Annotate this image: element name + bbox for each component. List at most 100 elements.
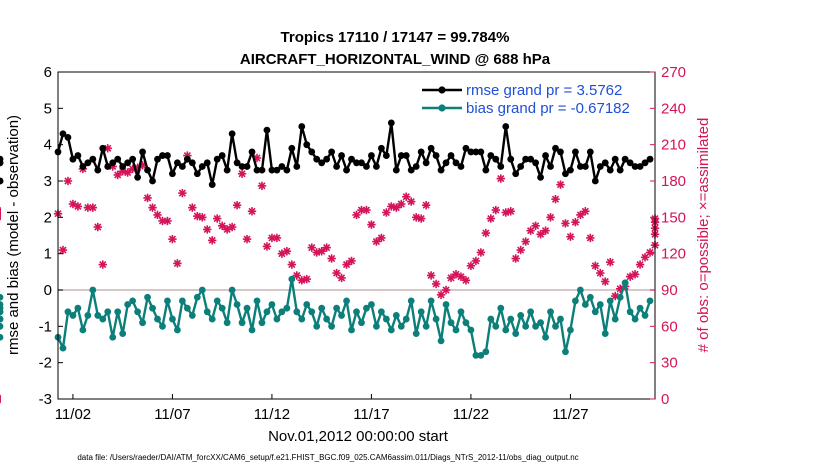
obs-count-point: [421, 201, 431, 210]
rmse-point: [273, 166, 281, 174]
bias-point: [437, 337, 445, 345]
obs-count-stroke: [387, 202, 395, 211]
bias-point: [631, 315, 639, 323]
bias-point: [616, 293, 624, 301]
obs-count-stroke: [566, 233, 575, 241]
obs-count-point: [506, 207, 515, 216]
obs-count-point: [471, 256, 481, 266]
obs-count-point: [591, 261, 600, 270]
obs-count-stroke: [517, 246, 525, 254]
obs-count-stroke: [512, 254, 520, 263]
obs-count-point: [516, 245, 525, 255]
bias-point: [94, 312, 102, 319]
obs-count-stroke: [372, 237, 380, 246]
bias-point: [253, 297, 261, 305]
bias-point: [79, 326, 87, 334]
bias-point: [611, 315, 619, 323]
y-right-tick-label: 240: [661, 100, 686, 117]
bias-point: [308, 308, 316, 316]
rmse-point: [447, 152, 455, 159]
obs-count-stroke: [586, 234, 594, 242]
obs-count-stroke: [536, 230, 545, 238]
obs-count-point: [287, 260, 297, 269]
rmse-point: [412, 163, 420, 170]
obs-count-point: [242, 234, 252, 244]
obs-count-point: [640, 253, 650, 262]
x-tick-label: 11/07: [154, 406, 190, 423]
bias-point: [402, 315, 410, 323]
rmse-point: [64, 134, 72, 141]
bias-point: [198, 286, 206, 294]
bias-point: [517, 312, 525, 319]
bias-point: [373, 322, 380, 330]
obs-count-stroke: [203, 225, 211, 234]
rmse-point: [537, 173, 544, 181]
obs-count-point: [372, 237, 381, 246]
bias-point: [392, 312, 400, 319]
rmse-point: [198, 163, 206, 170]
y-right-tick-label: 210: [661, 137, 686, 154]
bias-point: [442, 301, 450, 308]
obs-count-stroke: [323, 244, 331, 252]
rmse-point: [552, 144, 559, 152]
y-right-tick-label: 270: [661, 64, 686, 81]
obs-count-point: [347, 256, 356, 266]
rmse-point: [522, 155, 530, 163]
rmse-point: [278, 163, 286, 170]
obs-count-point: [426, 271, 436, 280]
obs-count-stroke: [69, 200, 77, 208]
obs-count-point: [302, 274, 311, 284]
obs-count-stroke: [208, 236, 216, 244]
obs-count-point: [531, 221, 540, 231]
bias-point: [313, 322, 321, 330]
bias-point: [477, 352, 485, 359]
bias-point: [89, 286, 97, 294]
rmse-point: [84, 159, 92, 167]
bias-point: [397, 322, 405, 330]
rmse-point: [387, 119, 395, 127]
obs-count-stroke: [168, 235, 177, 243]
chart-subtitle: AIRCRAFT_HORIZONTAL_WIND @ 688 hPa: [240, 51, 551, 68]
bias-point: [358, 319, 365, 327]
bias-point: [159, 322, 166, 330]
rmse-point: [487, 152, 495, 159]
y-right-tick-label: 60: [661, 318, 678, 335]
obs-count-stroke: [636, 260, 644, 269]
obs-count-point: [282, 247, 292, 256]
rmse-point: [512, 170, 520, 178]
bias-point: [417, 308, 425, 316]
obs-count-point: [237, 169, 247, 178]
bias-point: [542, 333, 549, 341]
rmse-point: [129, 155, 137, 163]
y-tick-label: 6: [44, 64, 52, 81]
obs-count-stroke: [502, 208, 510, 217]
rmse-point: [0, 155, 4, 163]
rmse-point: [263, 126, 271, 134]
obs-count-stroke: [382, 208, 390, 217]
rmse-point: [149, 177, 156, 185]
bias-point: [537, 319, 544, 327]
bias-point: [248, 326, 256, 334]
rmse-point: [183, 155, 191, 163]
bias-point: [164, 297, 171, 305]
obs-count-stroke: [218, 222, 226, 230]
y-tick-label: -2: [39, 355, 52, 372]
bias-point: [109, 333, 117, 341]
rmse-point: [382, 152, 390, 159]
obs-count-point: [546, 213, 555, 222]
bias-point: [338, 312, 345, 319]
obs-count-stroke: [392, 204, 400, 212]
obs-count-point: [198, 213, 207, 222]
obs-count-point: [163, 216, 172, 226]
rmse-point: [248, 148, 256, 156]
rmse-series: [0, 119, 654, 189]
obs-count-point: [571, 217, 580, 227]
bias-point: [427, 297, 435, 305]
bias-point: [333, 304, 340, 312]
rmse-point: [114, 155, 122, 163]
x-tick-label: 11/12: [254, 406, 290, 423]
rmse-point: [621, 155, 629, 163]
rmse-point: [572, 148, 579, 156]
obs-count-point: [113, 170, 122, 180]
bias-point: [129, 297, 137, 305]
